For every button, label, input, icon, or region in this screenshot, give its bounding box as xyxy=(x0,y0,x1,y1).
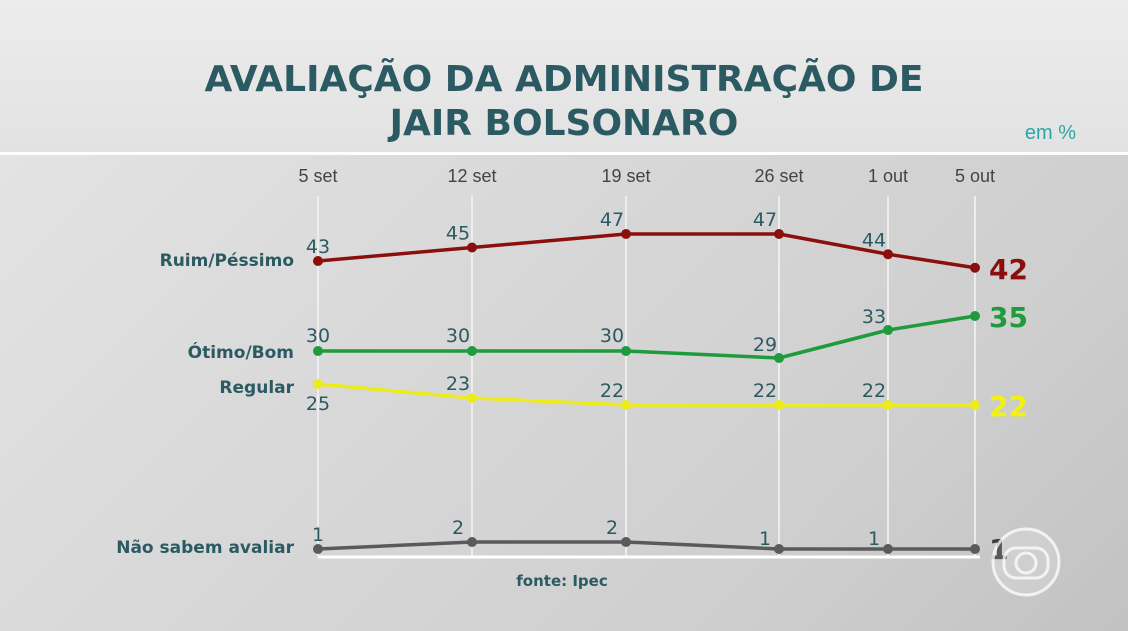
data-label-regular: 23 xyxy=(446,373,470,395)
data-label-nao_sabem: 1 xyxy=(312,524,324,546)
data-label-ruim: 47 xyxy=(600,209,624,231)
data-label-nao_sabem: 1 xyxy=(759,528,771,550)
data-label-otimo: 30 xyxy=(600,325,624,347)
title-band xyxy=(0,0,1128,152)
data-point-nao_sabem xyxy=(621,537,631,547)
data-label-otimo: 33 xyxy=(862,306,886,328)
data-label-regular: 22 xyxy=(862,380,886,402)
data-label-ruim: 47 xyxy=(753,209,777,231)
title-line-1: AVALIAÇÃO DA ADMINISTRAÇÃO DE xyxy=(204,59,924,100)
series-name-nao_sabem: Não sabem avaliar xyxy=(116,538,294,558)
title-line-2: JAIR BOLSONARO xyxy=(389,103,739,144)
data-label-nao_sabem: 2 xyxy=(452,517,464,539)
data-point-nao_sabem xyxy=(467,537,477,547)
data-point-ruim xyxy=(313,256,323,266)
source-label: fonte: Ipec xyxy=(516,572,607,590)
data-point-ruim xyxy=(883,249,893,260)
series-name-regular: Regular xyxy=(219,378,294,398)
data-label-nao_sabem: 1 xyxy=(868,528,880,550)
series-name-otimo: Ótimo/Bom xyxy=(188,341,294,363)
data-point-nao_sabem xyxy=(313,544,323,554)
data-point-otimo xyxy=(883,325,893,335)
end-value-label-ruim: 42 xyxy=(989,253,1028,286)
data-label-regular: 22 xyxy=(753,380,777,402)
data-point-ruim xyxy=(970,262,980,273)
data-point-regular xyxy=(883,400,893,410)
data-label-otimo: 30 xyxy=(446,325,470,347)
data-point-regular xyxy=(467,393,477,403)
x-tick-label: 26 set xyxy=(754,166,803,186)
data-point-ruim xyxy=(621,229,631,239)
series-name-ruim: Ruim/Péssimo xyxy=(160,251,294,271)
data-point-otimo xyxy=(970,311,980,321)
broadcaster-logo-icon xyxy=(991,527,1061,597)
data-point-regular xyxy=(313,379,323,389)
data-label-otimo: 29 xyxy=(753,334,777,356)
series-line-ruim xyxy=(317,232,976,270)
end-value-label-regular: 22 xyxy=(989,390,1028,423)
end-value-label-otimo: 35 xyxy=(989,301,1028,334)
unit-label: em % xyxy=(1024,122,1076,144)
data-point-otimo xyxy=(774,353,784,363)
data-point-ruim xyxy=(467,242,477,253)
data-point-regular xyxy=(970,400,980,410)
data-point-nao_sabem xyxy=(970,544,980,554)
x-tick-label: 12 set xyxy=(447,166,496,186)
data-point-regular xyxy=(774,400,784,410)
data-point-nao_sabem xyxy=(883,544,893,554)
data-point-otimo xyxy=(467,346,477,356)
series-line-nao_sabem xyxy=(317,540,975,551)
data-label-ruim: 44 xyxy=(862,229,886,251)
data-label-regular: 22 xyxy=(600,380,624,402)
x-tick-label: 5 out xyxy=(955,166,995,186)
data-point-otimo xyxy=(313,346,323,356)
series-line-otimo xyxy=(318,314,976,360)
x-tick-label: 19 set xyxy=(601,166,650,186)
data-point-nao_sabem xyxy=(774,544,784,554)
data-point-otimo xyxy=(621,346,631,356)
title-separator xyxy=(0,152,1128,155)
x-tick-label: 5 set xyxy=(298,166,337,186)
chart-title: AVALIAÇÃO DA ADMINISTRAÇÃO DE JAIR BOLSO… xyxy=(0,58,1128,146)
data-point-regular xyxy=(621,400,631,410)
data-label-ruim: 43 xyxy=(306,236,330,258)
data-label-otimo: 30 xyxy=(306,325,330,347)
data-point-ruim xyxy=(774,229,784,239)
data-label-ruim: 45 xyxy=(446,223,470,245)
series-line-regular xyxy=(317,382,975,407)
data-label-regular: 25 xyxy=(306,393,330,415)
data-label-nao_sabem: 2 xyxy=(606,517,618,539)
x-tick-label: 1 out xyxy=(868,166,908,186)
